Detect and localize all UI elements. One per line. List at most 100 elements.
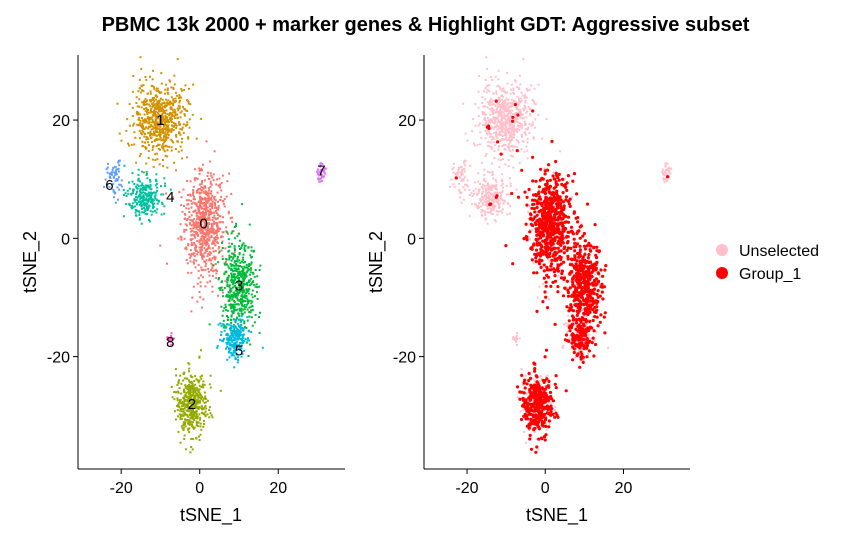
point-group-1 [535,241,539,245]
point-unselected [537,113,540,116]
point-group-1 [566,230,570,234]
point-cluster-0 [205,199,208,202]
point-cluster-3 [234,292,237,295]
point-cluster-0 [204,216,207,219]
point-unselected [548,423,551,425]
point-cluster-1 [150,117,153,120]
point-cluster-3 [247,288,250,291]
point-cluster-1 [192,83,195,86]
point-cluster-3 [246,303,248,306]
point-cluster-1 [132,75,135,77]
point-cluster-1 [159,133,162,136]
point-cluster-4 [146,199,149,202]
point-cluster-3 [237,273,240,276]
point-cluster-1 [166,155,169,158]
point-cluster-4 [141,199,144,202]
point-cluster-3 [224,270,227,273]
point-cluster-2 [190,420,193,423]
point-group-1 [548,178,553,182]
point-unselected [508,123,511,126]
point-cluster-3 [255,283,258,286]
point-cluster-0 [215,206,218,209]
point-unselected [483,210,486,213]
point-cluster-6 [115,173,118,176]
point-unselected [499,103,502,106]
point-cluster-1 [154,138,157,141]
point-cluster-2 [189,385,192,388]
point-cluster-2 [208,383,211,386]
point-cluster-0 [188,216,191,218]
point-cluster-1 [164,145,167,148]
point-cluster-3 [232,296,235,299]
point-unselected [520,91,523,94]
point-cluster-1 [152,98,155,101]
point-cluster-2 [193,405,196,408]
point-unselected [460,171,463,173]
point-cluster-1 [171,140,174,143]
point-cluster-6 [117,170,120,173]
point-cluster-4 [153,191,156,194]
point-cluster-0 [203,179,206,182]
point-cluster-3 [236,294,239,297]
point-cluster-3 [249,311,252,314]
point-cluster-5 [239,331,241,334]
point-cluster-0 [222,200,225,202]
point-cluster-4 [142,196,144,199]
point-cluster-3 [238,282,241,285]
point-unselected [488,131,491,133]
point-group-1 [530,258,534,262]
point-cluster-0 [190,239,193,241]
point-cluster-0 [186,180,189,182]
point-cluster-0 [210,259,213,262]
point-cluster-3 [241,277,244,280]
point-cluster-2 [184,393,187,396]
point-unselected [522,58,525,61]
point-unselected [510,83,513,86]
point-unselected [497,202,500,204]
point-cluster-2 [204,415,207,418]
point-cluster-2 [188,384,191,387]
point-cluster-0 [207,235,210,238]
point-unselected [501,105,504,108]
point-cluster-3 [244,266,247,269]
point-cluster-4 [142,195,145,198]
point-cluster-0 [186,203,189,206]
point-unselected [524,128,527,131]
point-cluster-0 [215,276,218,279]
point-unselected [501,131,504,133]
point-cluster-1 [158,101,161,104]
point-cluster-4 [160,193,163,196]
point-cluster-0 [203,224,206,227]
point-cluster-4 [134,205,137,208]
point-unselected [490,98,493,101]
point-unselected [535,412,538,414]
point-cluster-5 [234,326,237,329]
point-cluster-2 [192,411,195,414]
point-cluster-0 [208,202,211,205]
point-cluster-1 [168,79,171,82]
point-cluster-3 [231,257,234,260]
point-cluster-2 [179,409,182,412]
point-cluster-2 [195,424,198,427]
point-cluster-3 [230,303,232,306]
point-cluster-1 [180,87,183,90]
point-unselected [537,189,540,191]
point-cluster-2 [204,410,207,413]
point-cluster-2 [178,401,181,404]
point-cluster-8 [166,336,169,339]
point-cluster-0 [198,192,201,195]
point-cluster-0 [159,244,162,247]
point-cluster-0 [210,269,213,272]
point-cluster-8 [170,337,173,340]
point-unselected [461,173,464,176]
point-unselected [528,404,531,407]
point-group-1 [511,115,515,119]
point-unselected [504,148,507,151]
point-cluster-4 [138,203,141,206]
point-cluster-0 [201,230,204,233]
point-cluster-3 [240,312,243,315]
point-cluster-1 [173,74,176,77]
point-unselected [483,185,486,187]
point-cluster-1 [158,107,161,110]
point-cluster-2 [184,425,187,428]
